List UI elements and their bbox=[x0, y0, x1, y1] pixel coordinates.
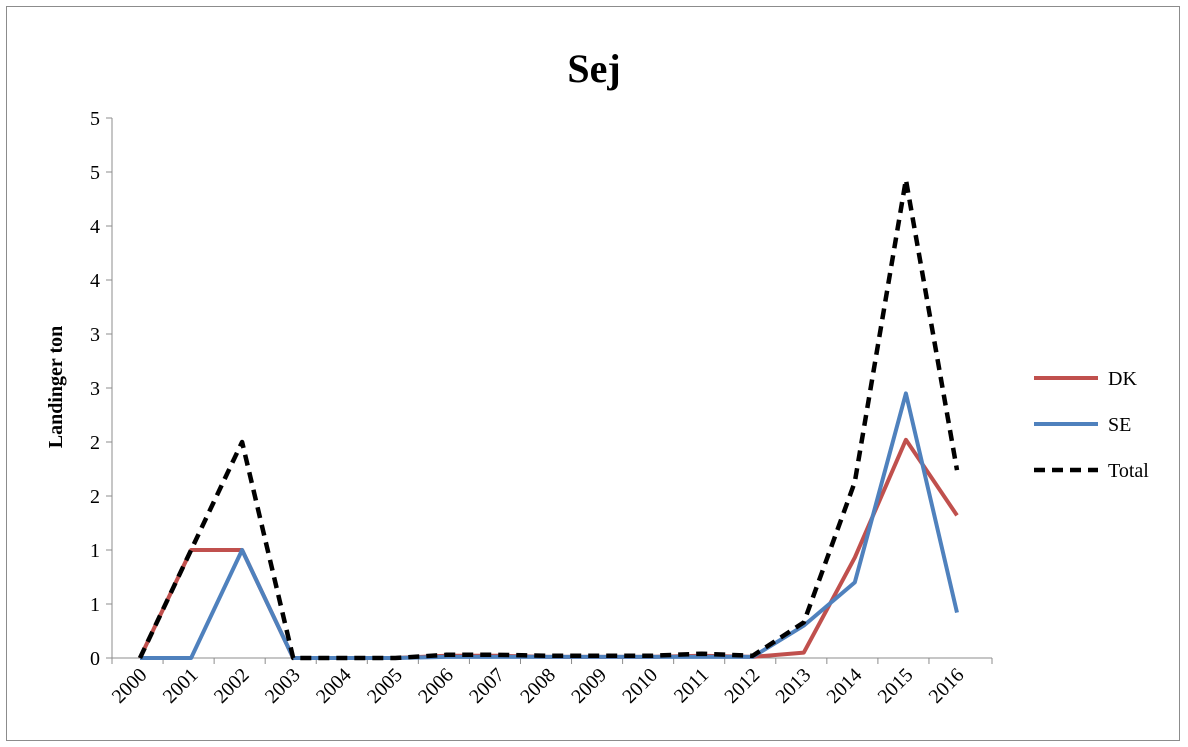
legend-label-se: SE bbox=[1108, 414, 1131, 436]
y-axis-label: Landinger ton bbox=[45, 326, 67, 448]
x-tick-label: 2011 bbox=[670, 664, 713, 707]
x-tick-label: 2002 bbox=[210, 664, 254, 708]
x-tick-label: 2003 bbox=[261, 664, 305, 708]
chart-title: Sej bbox=[567, 46, 620, 91]
x-tick-label: 2010 bbox=[618, 664, 662, 708]
x-tick-label: 2001 bbox=[159, 664, 203, 708]
x-tick-label: 2006 bbox=[414, 664, 458, 708]
y-tick-label: 0 bbox=[90, 648, 100, 670]
legend-label-total: Total bbox=[1108, 460, 1149, 482]
chart-frame bbox=[6, 6, 1180, 741]
y-tick-label: 3 bbox=[90, 378, 100, 400]
y-tick-label: 2 bbox=[90, 432, 100, 454]
legend: DK SE Total bbox=[1034, 368, 1149, 482]
x-tick-label: 2004 bbox=[312, 664, 356, 708]
y-tick-label: 5 bbox=[90, 162, 100, 184]
y-tick-label: 1 bbox=[90, 540, 100, 562]
series-line-total bbox=[137, 177, 960, 661]
x-tick-label: 2000 bbox=[108, 664, 152, 708]
x-tick-label: 2015 bbox=[874, 664, 918, 708]
x-tick-label: 2009 bbox=[567, 664, 611, 708]
series-line-dk bbox=[138, 437, 959, 660]
series-layer bbox=[137, 177, 960, 661]
x-tick-label: 2007 bbox=[465, 664, 509, 708]
series-line-se bbox=[140, 391, 959, 660]
legend-label-dk: DK bbox=[1108, 368, 1137, 390]
y-tick-label: 1 bbox=[90, 594, 100, 616]
y-tick-label: 4 bbox=[90, 216, 100, 238]
x-tick-label: 2008 bbox=[516, 664, 560, 708]
y-tick-label: 4 bbox=[90, 270, 100, 292]
x-tick-label: 2014 bbox=[823, 664, 867, 708]
y-tick-label: 2 bbox=[90, 486, 100, 508]
x-tick-label: 2016 bbox=[925, 664, 969, 708]
x-tick-label: 2012 bbox=[720, 664, 764, 708]
x-tick-label: 2005 bbox=[363, 664, 407, 708]
y-tick-label: 5 bbox=[90, 108, 100, 130]
y-tick-label: 3 bbox=[90, 324, 100, 346]
x-tick-label: 2013 bbox=[771, 664, 815, 708]
